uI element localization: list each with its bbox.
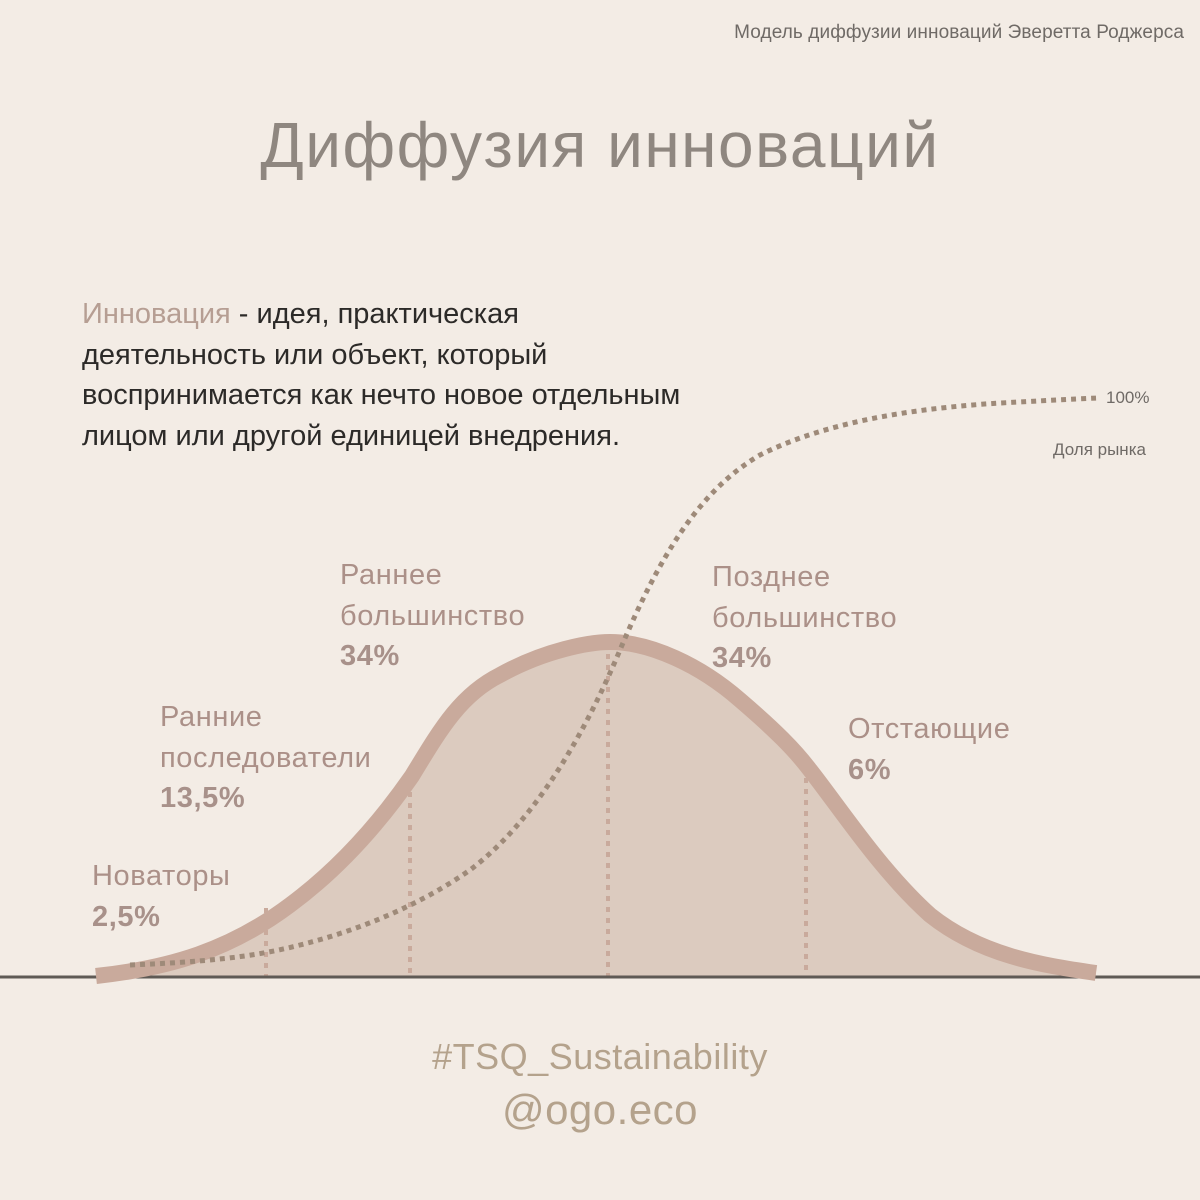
segment-laggards: Отстающие 6%	[848, 709, 1010, 790]
market-share-label: Доля рынка	[1053, 440, 1146, 459]
bell-curve-stroke	[95, 633, 1098, 984]
segment-late-majority: Позднее большинство 34%	[712, 557, 897, 679]
segment-name: Раннее	[340, 559, 443, 591]
segment-percent: 34%	[340, 640, 400, 672]
segment-innovators: Новаторы 2,5%	[92, 856, 231, 937]
segment-name-2: большинство	[712, 601, 898, 634]
segment-percent: 2,5%	[92, 900, 161, 933]
segment-name: Отстающие	[848, 713, 1011, 745]
definition-text-3: воспринимается как нечто новое отдельным	[82, 379, 681, 411]
segment-name-2: большинство	[340, 599, 526, 632]
segment-name: Позднее	[712, 561, 831, 593]
segment-percent: 34%	[712, 642, 772, 674]
page-title: Диффузия инноваций	[260, 109, 940, 181]
definition-paragraph: Инновация - идея, практическая деятельно…	[82, 294, 802, 456]
bell-curve-fill	[96, 642, 1096, 976]
definition-text-4: лицом или другой единицей внедрения.	[82, 419, 621, 452]
definition-term: Инновация	[82, 298, 231, 330]
segment-name: Ранние	[160, 701, 263, 733]
segment-early-majority: Раннее большинство 34%	[340, 555, 525, 677]
segment-name-2: последователи	[160, 741, 372, 774]
footer-hashtag: #TSQ_Sustainability	[432, 1036, 768, 1077]
definition-text-1: - идея, практическая	[230, 298, 519, 330]
market-share-max-label: 100%	[1106, 388, 1150, 407]
chart-subtitle: Модель диффузии инноваций Эверетта Родже…	[734, 22, 1184, 43]
market-share-s-curve	[129, 395, 1099, 968]
segment-percent: 13,5%	[160, 782, 246, 814]
footer-handle[interactable]: @ogo.eco	[501, 1086, 699, 1133]
definition-text-2: деятельность или объект, который	[82, 338, 548, 371]
segment-early-adopters: Ранние последователи 13,5%	[160, 697, 371, 819]
segment-percent: 6%	[848, 753, 892, 786]
segment-name: Новаторы	[92, 860, 231, 892]
